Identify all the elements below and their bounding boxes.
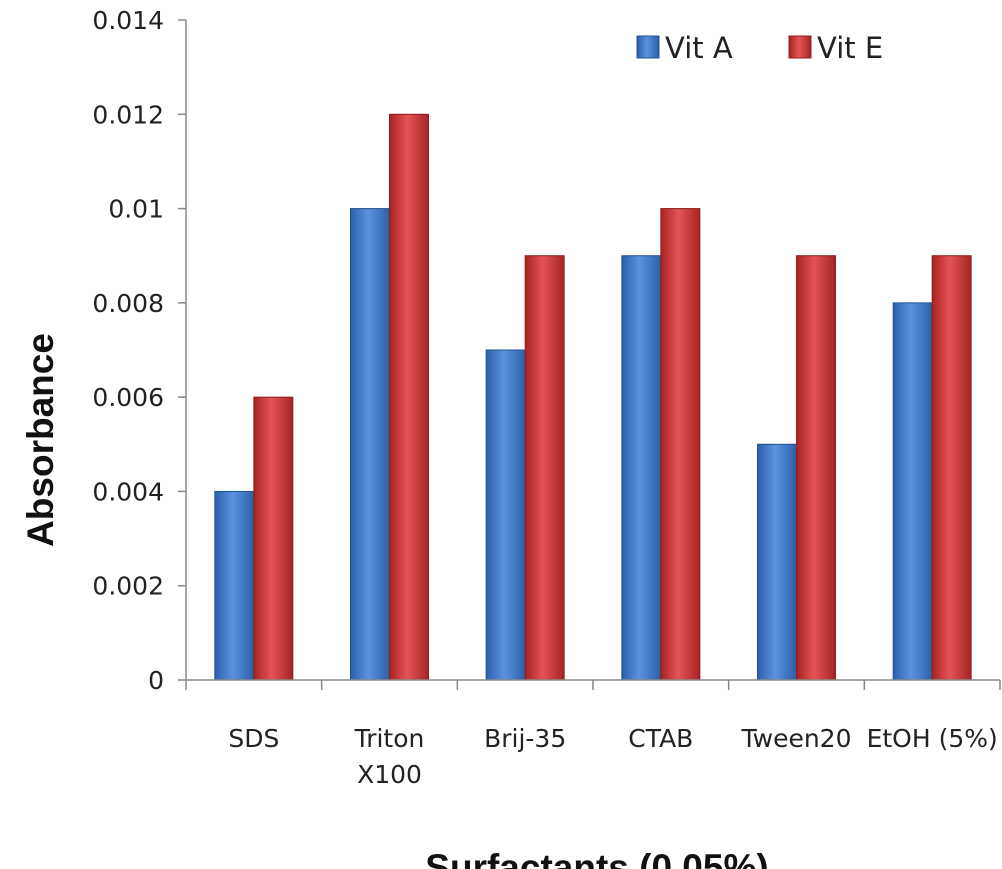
y-tick-label: 0 <box>148 666 164 695</box>
y-tick-label: 0.01 <box>108 195 164 224</box>
bars <box>214 113 972 681</box>
bar-vit-a <box>892 302 933 681</box>
x-category-label: SDS <box>228 724 279 753</box>
x-category-line: SDS <box>228 724 279 753</box>
y-tick-label: 0.002 <box>92 572 164 601</box>
x-category-line: EtOH (5%) <box>867 724 998 753</box>
y-axis-title: Absorbance <box>20 333 61 547</box>
legend-label: Vit A <box>665 31 733 65</box>
legend-label: Vit E <box>817 31 883 65</box>
x-category-label: CTAB <box>628 724 693 753</box>
x-category-line: CTAB <box>628 724 693 753</box>
bar-vit-e <box>931 255 972 681</box>
x-category-label: Tween20 <box>741 724 852 753</box>
axes <box>185 20 1001 690</box>
y-tick-label: 0.012 <box>92 100 164 129</box>
bar-vit-e <box>524 255 565 681</box>
x-category-line: Triton <box>354 724 425 753</box>
bar-vit-e <box>389 113 429 681</box>
y-axis-ticks: 0 0.002 0.004 0.006 0.008 0.01 0.012 0.014 <box>92 6 186 695</box>
legend-swatch <box>788 35 812 59</box>
x-axis-title: Surfactants (0.05%) <box>425 847 768 869</box>
bar-vit-a <box>757 443 797 681</box>
x-axis-labels: SDS Triton X100 Brij-35 CTAB Tween20 EtOH (5%) <box>228 724 997 789</box>
bar-vit-e <box>660 208 701 681</box>
x-category-label: Brij-35 <box>484 724 566 753</box>
x-category-line: Tween20 <box>741 724 852 753</box>
legend-swatch <box>636 35 660 59</box>
bar-vit-e <box>796 255 836 681</box>
x-category-line: Brij-35 <box>484 724 566 753</box>
x-category-line: X100 <box>357 760 422 789</box>
bar-vit-a <box>350 208 390 681</box>
bar-vit-a <box>621 255 662 681</box>
bar-vit-a <box>485 349 526 681</box>
y-tick-label: 0.006 <box>92 383 164 412</box>
x-category-label: Triton X100 <box>354 724 425 789</box>
bar-vit-a <box>214 490 255 681</box>
x-category-label: EtOH (5%) <box>867 724 998 753</box>
legend: Vit A Vit E <box>636 31 883 65</box>
bar-vit-e <box>253 396 294 681</box>
y-tick-label: 0.014 <box>92 6 164 35</box>
y-tick-label: 0.004 <box>92 477 164 506</box>
y-tick-label: 0.008 <box>92 289 164 318</box>
